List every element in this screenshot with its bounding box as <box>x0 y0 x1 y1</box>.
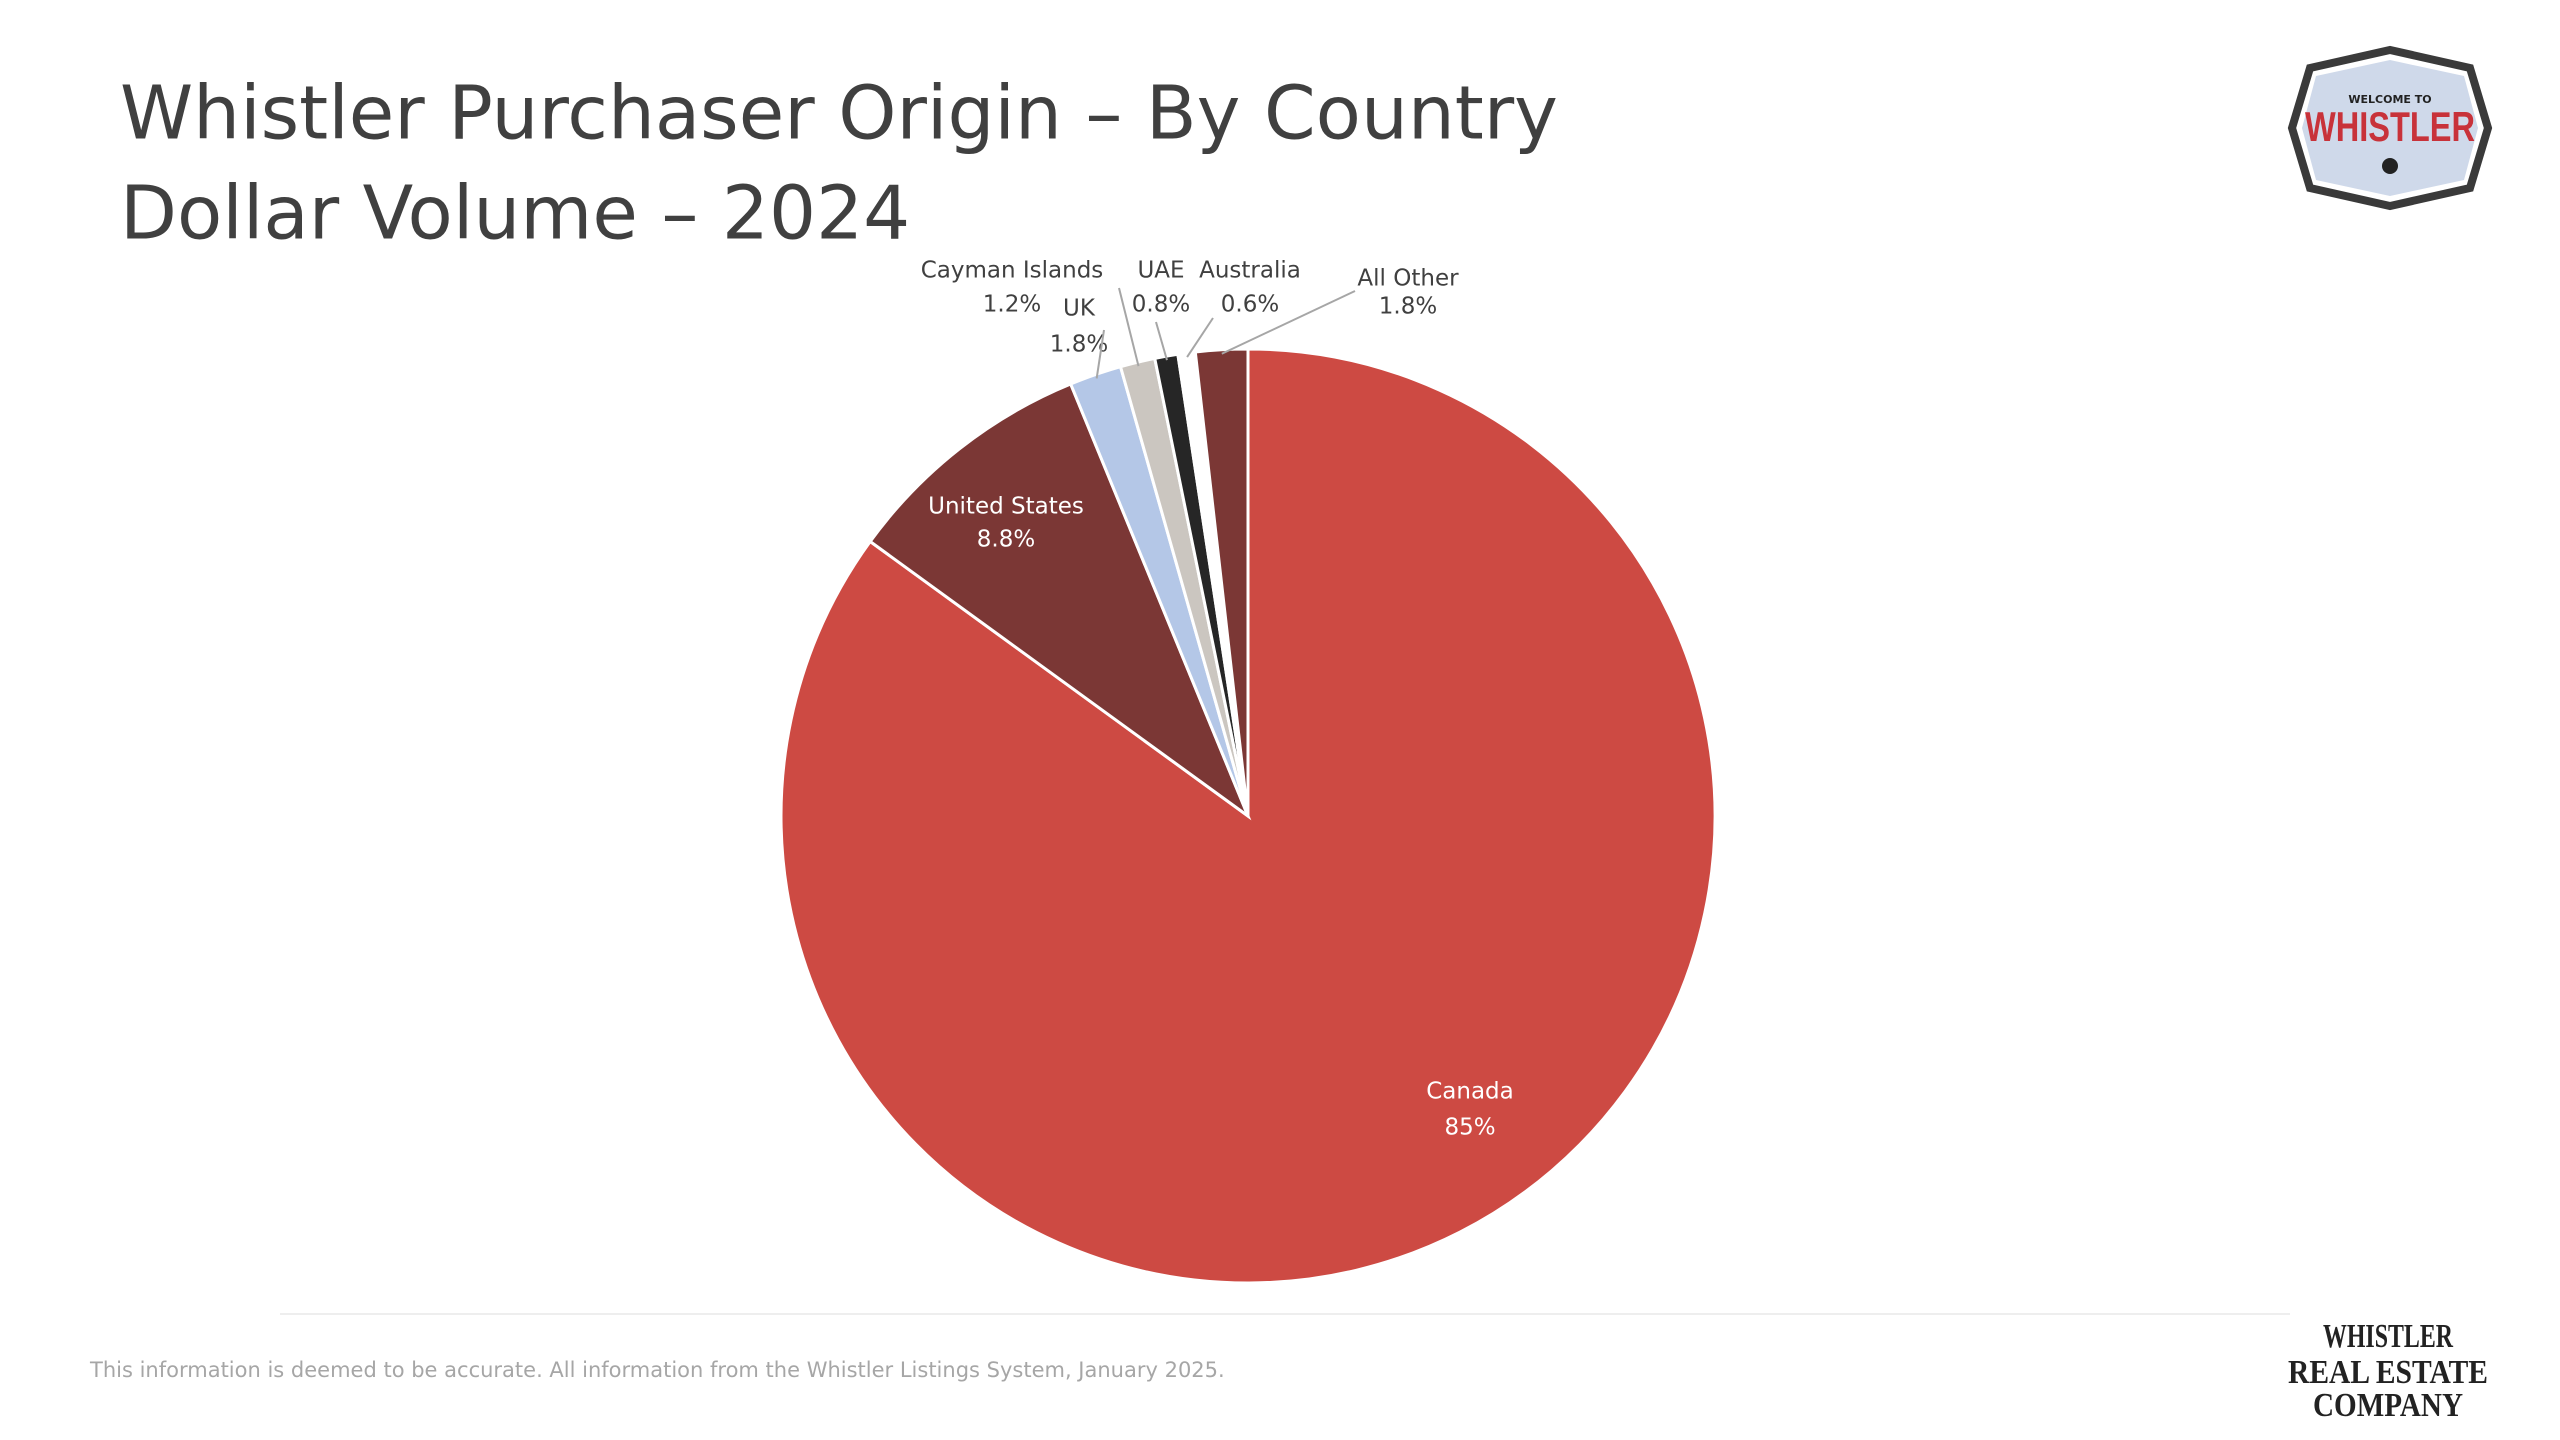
slice-label: Canada <box>1426 1079 1514 1105</box>
brand: WHISTLER REAL ESTATE COMPANY <box>2288 1318 2488 1424</box>
leader-line <box>1221 290 1356 355</box>
slice-value-label: 8.8% <box>977 527 1035 553</box>
leader-line <box>1095 329 1105 379</box>
badge-main: WHISTLER <box>2305 103 2475 150</box>
chart-title: Whistler Purchaser Origin – By Country <box>120 71 1558 157</box>
pie-slice <box>1193 347 1250 817</box>
badge-icon <box>2382 158 2398 174</box>
slice-label: United States <box>928 494 1084 520</box>
slice-label: All Other <box>1357 266 1459 292</box>
leader-line <box>1186 317 1214 358</box>
slice-value-label: 1.2% <box>983 292 1041 318</box>
slice-value-label: 1.8% <box>1379 294 1437 320</box>
badge-logo: WELCOME TO WHISTLER <box>2287 45 2493 211</box>
slice-label: Cayman Islands <box>921 258 1104 284</box>
brand-line: WHISTLER <box>2323 1318 2453 1355</box>
leader-line <box>1118 287 1140 367</box>
footnote: This information is deemed to be accurat… <box>89 1358 1225 1382</box>
badge-fill <box>2302 60 2478 196</box>
slice-value-label: 0.8% <box>1132 292 1190 318</box>
slice-label: UK <box>1063 296 1096 322</box>
slice-value-label: 85% <box>1444 1115 1495 1141</box>
leader-line <box>1155 321 1168 361</box>
slice-value-label: 1.8% <box>1050 332 1108 358</box>
brand-line: COMPANY <box>2313 1387 2463 1424</box>
brand-line: REAL ESTATE <box>2288 1354 2488 1391</box>
slice-value-label: 0.6% <box>1221 292 1279 318</box>
chart-subtitle: Dollar Volume – 2024 <box>120 171 910 257</box>
slice-label: Australia <box>1199 258 1301 284</box>
slice-label: UAE <box>1137 258 1184 284</box>
pie-slice <box>868 382 1252 821</box>
badge-top: WELCOME TO <box>2348 93 2431 106</box>
